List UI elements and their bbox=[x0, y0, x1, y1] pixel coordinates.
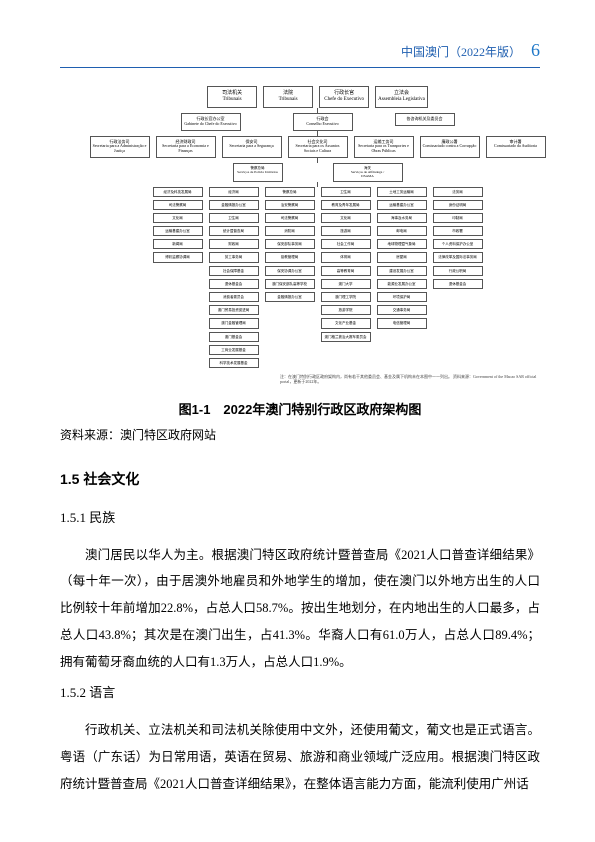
oc-node: 行政法务司Secretaria para a Administração e J… bbox=[90, 136, 150, 158]
oc-node: 交通事务局 bbox=[377, 305, 427, 315]
oc-node: 各咨询机关及委员会 bbox=[395, 113, 455, 126]
page-header: 中国澳门（2022年版） 6 bbox=[60, 40, 540, 61]
page-number: 6 bbox=[531, 40, 540, 61]
figure-caption: 图1-1 2022年澳门特别行政区政府架构图 bbox=[60, 399, 540, 418]
oc-node: 金融情报办公室 bbox=[265, 292, 315, 302]
oc-node: 审计署Comissariado da Auditoria bbox=[486, 136, 546, 158]
oc-node: 博彩监察协调局 bbox=[153, 252, 203, 262]
oc-node: 社会工作局 bbox=[321, 239, 371, 249]
oc-leaf-columns: 经济及科技发展局司法警察局文化局运输基建办公室新闻局博彩监察协调局经济局金融情报… bbox=[153, 187, 483, 369]
oc-node: 退休基金会 bbox=[433, 279, 483, 289]
section-1-5-1-para: 澳门居民以华人为主。根据澳门特区政府统计暨普查局《2021人口普查详细结果》（每… bbox=[60, 542, 540, 676]
oc-node: 行政长官Chefe do Executivo bbox=[319, 86, 369, 108]
oc-node: 市政署 bbox=[433, 226, 483, 236]
oc-node: 消费者委员会 bbox=[209, 292, 259, 302]
oc-node: 法院Tribunais bbox=[263, 86, 313, 108]
oc-node: 治安警察局 bbox=[265, 200, 315, 210]
oc-node: 法务局 bbox=[433, 187, 483, 197]
oc-node: 经济局 bbox=[209, 187, 259, 197]
oc-node: 海关Serviços de Alfândega / DSAMA bbox=[333, 163, 403, 182]
oc-node: 海事及水务局 bbox=[377, 213, 427, 223]
oc-node: 文化产业基金 bbox=[321, 318, 371, 328]
oc-node: 土地工务运输局 bbox=[377, 187, 427, 197]
figure-source: 资料来源：澳门特区政府网站 bbox=[60, 426, 540, 443]
oc-node: 保安司Secretaria para a Segurança bbox=[222, 136, 282, 158]
oc-node: 体育局 bbox=[321, 252, 371, 262]
oc-node: 教育及青年发展局 bbox=[321, 200, 371, 210]
oc-node: 个人资料保护办公室 bbox=[433, 239, 483, 249]
oc-node: 立法会Assembleia Legislativa bbox=[375, 86, 428, 108]
oc-node: 财政局 bbox=[209, 239, 259, 249]
oc-node: 统计暨普查局 bbox=[209, 226, 259, 236]
header-title: 中国澳门（2022年版） bbox=[401, 43, 521, 60]
oc-node: 旅游局 bbox=[321, 226, 371, 236]
oc-node: 经济及科技发展局 bbox=[153, 187, 203, 197]
oc-node: 印制局 bbox=[433, 213, 483, 223]
oc-node: 澳门理工学院 bbox=[321, 292, 371, 302]
oc-node: 社会保障基金 bbox=[209, 266, 259, 276]
oc-node: 保安部队事务局 bbox=[265, 239, 315, 249]
oc-node: 澳门大学 bbox=[321, 279, 371, 289]
oc-node: 工商业发展基金 bbox=[209, 345, 259, 355]
oc-node: 劳工事务局 bbox=[209, 252, 259, 262]
oc-node: 建设发展办公室 bbox=[377, 266, 427, 276]
oc-node: 能源业发展办公室 bbox=[377, 279, 427, 289]
oc-node: 消防局 bbox=[265, 226, 315, 236]
oc-node: 澳门格兰披治大赛车委员会 bbox=[321, 332, 371, 342]
oc-node: 电信管理局 bbox=[377, 318, 427, 328]
oc-node: 邮电局 bbox=[377, 226, 427, 236]
oc-node: 身份证明局 bbox=[433, 200, 483, 210]
oc-node: 新闻局 bbox=[153, 239, 203, 249]
oc-node: 文化局 bbox=[153, 213, 203, 223]
oc-node: 行政会Conselho Executivo bbox=[293, 113, 353, 131]
oc-node: 社会文化司Secretaria para os Assuntos Sociais… bbox=[288, 136, 348, 158]
oc-node: 经济财政司Secretaria para a Economia e Finanç… bbox=[156, 136, 216, 158]
oc-node: 行政长官办公室Gabinete do Chefe do Executivo bbox=[181, 113, 241, 131]
section-1-5-2-para: 行政机关、立法机关和司法机关除使用中文外，还使用葡文，葡文也是正式语言。粤语（广… bbox=[60, 717, 540, 798]
oc-node: 地球物理暨气象局 bbox=[377, 239, 427, 249]
oc-node: 廉政公署Comissariado contra a Corrupção bbox=[420, 136, 480, 158]
oc-node: 司法警察局 bbox=[153, 200, 203, 210]
oc-node: 运输工务司Secretaria para os Transportes e Ob… bbox=[354, 136, 414, 158]
oc-node: 澳门基金会 bbox=[209, 332, 259, 342]
oc-node: 澳门金融管理局 bbox=[209, 318, 259, 328]
oc-node: 警察总局 bbox=[265, 187, 315, 197]
section-1-5-2-heading: 1.5.2 语言 bbox=[60, 682, 540, 701]
oc-node: 惩教管理局 bbox=[265, 252, 315, 262]
header-rule bbox=[60, 67, 540, 68]
oc-node: 法律改革及国际法事务局 bbox=[433, 252, 483, 262]
oc-node: 金融情报办公室 bbox=[209, 200, 259, 210]
oc-node: 环境保护局 bbox=[377, 292, 427, 302]
oc-footnote: 注：在澳门特别行政区政府架构内，尚有若干其他委员会、基金及属下机构未在本图中一一… bbox=[280, 374, 540, 384]
oc-node: 行政公职局 bbox=[433, 266, 483, 276]
oc-node: 运输基建办公室 bbox=[153, 226, 203, 236]
oc-node: 卫生局 bbox=[321, 187, 371, 197]
section-1-5-heading: 1.5 社会文化 bbox=[60, 469, 540, 489]
oc-node: 澳门贸易投资促进局 bbox=[209, 305, 259, 315]
oc-node: 文化局 bbox=[321, 213, 371, 223]
oc-node: 高等教育局 bbox=[321, 266, 371, 276]
section-1-5-1-heading: 1.5.1 民族 bbox=[60, 507, 540, 526]
oc-node: 警察总局Serviços de Polícia Unitários bbox=[233, 163, 283, 182]
page: 中国澳门（2022年版） 6 司法机关Tribunais 法院Tribunais… bbox=[0, 0, 595, 842]
oc-node: 旅游学院 bbox=[321, 305, 371, 315]
oc-node: 保安协调办公室 bbox=[265, 266, 315, 276]
org-chart: 司法机关Tribunais 法院Tribunais 行政长官Chefe do E… bbox=[60, 86, 540, 385]
oc-node: 司法警察局 bbox=[265, 213, 315, 223]
oc-node: 澳门保安部队高等学校 bbox=[265, 279, 315, 289]
oc-node: 科学技术发展基金 bbox=[209, 358, 259, 368]
oc-node: 司法机关Tribunais bbox=[207, 86, 257, 108]
oc-node: 运输基建办公室 bbox=[377, 200, 427, 210]
oc-node: 房屋局 bbox=[377, 252, 427, 262]
oc-node: 卫生局 bbox=[209, 213, 259, 223]
oc-node: 退休基金会 bbox=[209, 279, 259, 289]
